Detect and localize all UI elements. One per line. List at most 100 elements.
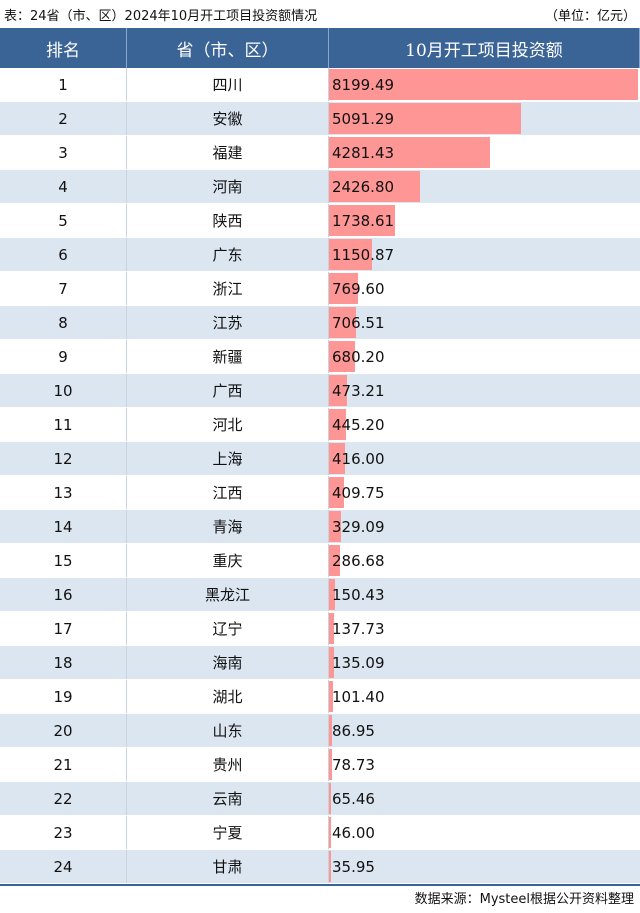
data-bar [329,239,373,270]
table-row: 18 海南 135.09 [0,646,640,680]
data-bar [329,103,521,134]
data-bar [329,205,395,236]
investment-value: 150.43 [332,585,385,604]
province-cell: 云南 [127,782,329,815]
province-cell: 广西 [127,374,329,407]
investment-cell: 5091.29 [329,102,640,135]
investment-cell: 409.75 [329,476,640,509]
table-row: 9 新疆 680.20 [0,340,640,374]
rank-cell: 24 [0,850,127,883]
investment-value: 2426.80 [332,177,395,196]
province-cell: 辽宁 [127,612,329,645]
table-row: 4 河南 2426.80 [0,170,640,204]
data-bar [329,681,333,712]
province-cell: 山东 [127,714,329,747]
table-row: 20 山东 86.95 [0,714,640,748]
table-row: 22 云南 65.46 [0,782,640,816]
data-bar [329,375,347,406]
source-note: 数据来源：Mysteel根据公开资料整理 [414,892,634,907]
table-row: 23 宁夏 46.00 [0,816,640,850]
investment-cell: 35.95 [329,850,640,883]
investment-value: 8199.49 [332,75,395,94]
investment-cell: 46.00 [329,816,640,849]
investment-cell: 1738.61 [329,204,640,237]
province-cell: 浙江 [127,272,329,305]
data-bar [329,545,340,576]
investment-value: 473.21 [332,381,385,400]
investment-value: 1150.87 [332,245,395,264]
investment-cell: 137.73 [329,612,640,645]
rank-cell: 19 [0,680,127,713]
province-cell: 上海 [127,442,329,475]
table-row: 14 青海 329.09 [0,510,640,544]
header-province: 省（市、区） [127,28,329,68]
investment-cell: 135.09 [329,646,640,679]
investment-cell: 680.20 [329,340,640,373]
province-cell: 陕西 [127,204,329,237]
province-cell: 福建 [127,136,329,169]
table-row: 5 陕西 1738.61 [0,204,640,238]
rank-cell: 7 [0,272,127,305]
province-cell: 贵州 [127,748,329,781]
table-row: 17 辽宁 137.73 [0,612,640,646]
rank-cell: 23 [0,816,127,849]
data-bar [329,851,331,882]
table-row: 8 江苏 706.51 [0,306,640,340]
investment-value: 65.46 [332,789,375,808]
investment-cell: 473.21 [329,374,640,407]
data-bar [329,307,356,338]
rank-cell: 5 [0,204,127,237]
rank-cell: 3 [0,136,127,169]
data-bar [329,647,335,678]
investment-cell: 769.60 [329,272,640,305]
rank-cell: 1 [0,68,127,101]
data-bar [329,817,331,848]
rank-cell: 13 [0,476,127,509]
investment-cell: 78.73 [329,748,640,781]
data-bar [329,715,333,746]
rank-cell: 15 [0,544,127,577]
investment-value: 680.20 [332,347,385,366]
rank-cell: 10 [0,374,127,407]
investment-value: 101.40 [332,687,385,706]
data-bar [329,783,332,814]
investment-cell: 65.46 [329,782,640,815]
investment-cell: 445.20 [329,408,640,441]
investment-cell: 2426.80 [329,170,640,203]
table-row: 16 黑龙江 150.43 [0,578,640,612]
header-rank: 排名 [0,28,127,68]
rank-cell: 17 [0,612,127,645]
table-row: 1 四川 8199.49 [0,68,640,102]
data-bar [329,341,355,372]
table-row: 12 上海 416.00 [0,442,640,476]
data-bar [329,137,491,168]
table-row: 24 甘肃 35.95 [0,850,640,884]
table-title: 表：24省（市、区）2024年10月开工项目投资额情况 [4,8,318,24]
province-cell: 湖北 [127,680,329,713]
data-bar [329,477,345,508]
province-cell: 四川 [127,68,329,101]
rank-cell: 22 [0,782,127,815]
table-row: 15 重庆 286.68 [0,544,640,578]
table-header: 排名 省（市、区） 10月开工项目投资额 [0,28,640,68]
province-cell: 河南 [127,170,329,203]
province-cell: 河北 [127,408,329,441]
investment-value: 416.00 [332,449,385,468]
province-cell: 宁夏 [127,816,329,849]
table-row: 3 福建 4281.43 [0,136,640,170]
table-body: 1 四川 8199.49 2 安徽 5091.29 3 福建 4281.43 4 河南… [0,68,640,884]
investment-value: 706.51 [332,313,385,332]
data-bar [329,749,332,780]
province-cell: 江苏 [127,306,329,339]
investment-cell: 329.09 [329,510,640,543]
investment-value: 35.95 [332,857,375,876]
data-bar [329,511,342,542]
table-row: 10 广西 473.21 [0,374,640,408]
rank-cell: 21 [0,748,127,781]
rank-cell: 6 [0,238,127,271]
rank-cell: 12 [0,442,127,475]
investment-cell: 150.43 [329,578,640,611]
province-cell: 海南 [127,646,329,679]
table-row: 7 浙江 769.60 [0,272,640,306]
data-bar [329,409,346,440]
